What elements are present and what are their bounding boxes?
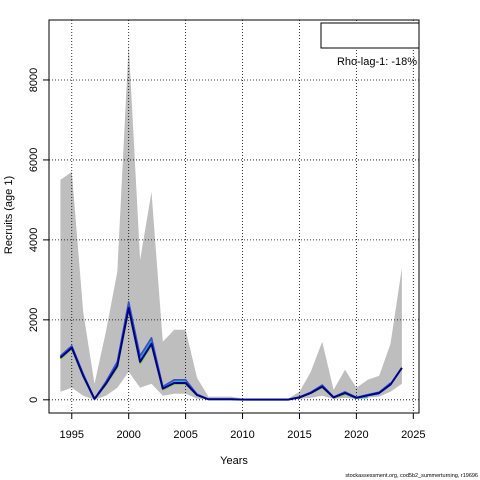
y-tick-label: 8000 (28, 68, 40, 92)
x-tick-label: 2000 (116, 429, 140, 441)
plot-frame (48, 19, 420, 414)
legend-box (320, 22, 420, 49)
y-tick-label: 0 (28, 397, 40, 403)
y-tick-label: 6000 (28, 148, 40, 172)
confidence-band (60, 44, 402, 400)
x-tick-label: 2010 (230, 429, 254, 441)
confidence-band-layer (60, 44, 402, 400)
x-axis: 1995 2000 2005 2010 2015 2020 2025 (60, 413, 426, 441)
legend: Rho-lag-1: -18% (320, 22, 420, 68)
legend-text: Rho-lag-1: -18% (337, 56, 417, 68)
series-layer (59, 301, 403, 401)
footer-credit: stockassessment.org, cod5b2_summerturnin… (345, 473, 478, 479)
y-tick-label: 4000 (28, 228, 40, 252)
x-tick-label: 2015 (287, 429, 311, 441)
x-tick-label: 1995 (60, 429, 84, 441)
y-axis: 0 2000 4000 6000 8000 (28, 68, 49, 403)
x-tick-label: 2020 (344, 429, 368, 441)
y-axis-title: Recruits (age 1) (3, 176, 15, 254)
x-tick-label: 2025 (401, 429, 425, 441)
x-axis-title: Years (220, 455, 248, 467)
y-tick-label: 2000 (28, 308, 40, 332)
x-tick-label: 2005 (173, 429, 197, 441)
series-line-0 (59, 306, 403, 401)
